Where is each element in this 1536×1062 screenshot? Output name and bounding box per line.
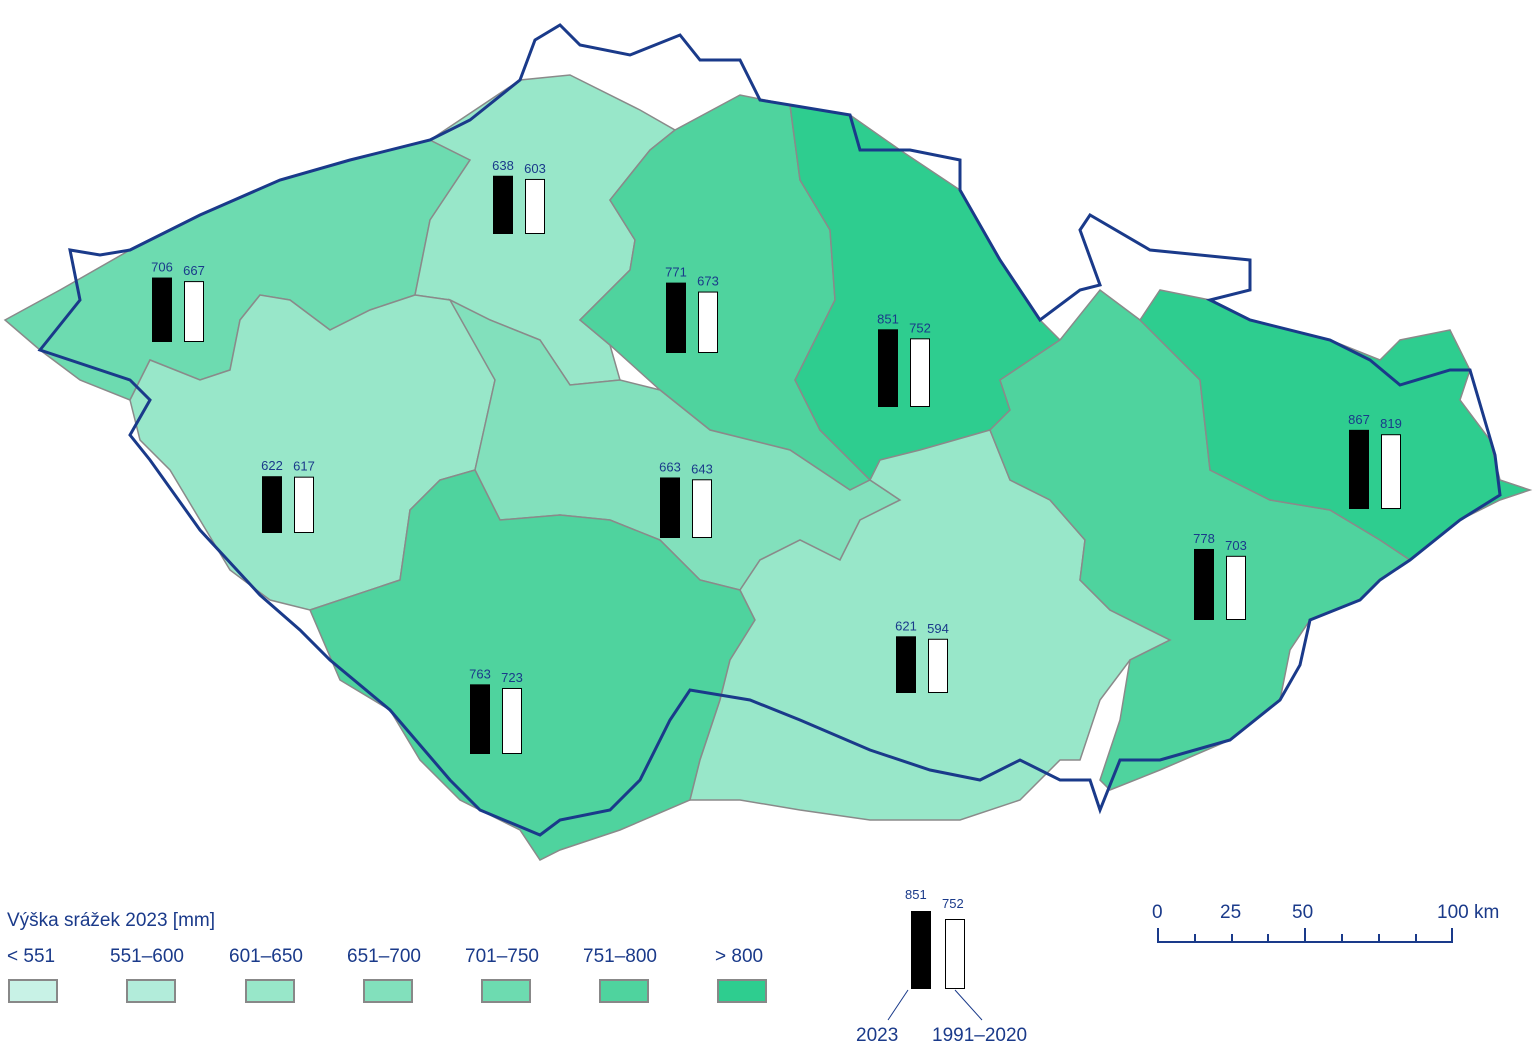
bar-1991-2020: [502, 687, 522, 755]
bar-2023: [660, 477, 680, 538]
bar-legend-label-2023: 2023: [856, 1025, 899, 1046]
region-area: [989, 288, 1412, 791]
region-bar-chart: 778 703: [1193, 531, 1247, 620]
legend-swatch: [245, 979, 295, 1003]
bar-legend-white-bar: [945, 919, 965, 989]
value-1991-2020-label: 603: [524, 161, 546, 176]
bar-2023: [896, 636, 916, 693]
bar-2023: [493, 175, 513, 234]
scale-tick-100: 100 km: [1437, 902, 1500, 923]
bar-1991-2020: [184, 281, 204, 343]
value-2023-label: 663: [659, 459, 681, 474]
bar-legend-label-normal: 1991–2020: [932, 1025, 1028, 1046]
bar-2023: [1349, 429, 1369, 509]
bar-1991-2020: [928, 638, 948, 694]
state-border: [37, 23, 1502, 837]
region-bar-chart: 622 617: [261, 458, 315, 534]
region-bar-chart: 663 643: [659, 459, 713, 538]
bar-1991-2020: [1226, 555, 1246, 620]
value-2023-label: 621: [895, 618, 917, 633]
bar-2023: [152, 277, 172, 342]
bar-legend-value-2023: 851: [905, 887, 927, 902]
legend-class-label: 651–700: [347, 946, 421, 967]
legend-class-label: 751–800: [583, 946, 657, 967]
value-1991-2020-label: 703: [1225, 538, 1247, 553]
value-1991-2020-label: 673: [697, 274, 719, 289]
value-1991-2020-label: 723: [501, 670, 523, 685]
bar-1991-2020: [294, 476, 314, 534]
value-2023-label: 771: [665, 265, 687, 280]
legend-swatch: [363, 979, 413, 1003]
region-bar-chart: 638 603: [492, 158, 546, 235]
region-bar-chart: 867 819: [1348, 412, 1402, 510]
value-1991-2020-label: 819: [1380, 416, 1402, 431]
legend-class-label: > 800: [715, 946, 764, 967]
value-1991-2020-label: 594: [927, 621, 949, 636]
value-2023-label: 851: [877, 311, 899, 326]
bar-2023: [470, 684, 490, 754]
bar-2023: [262, 476, 282, 533]
region-bar-chart: 771 673: [665, 265, 719, 354]
value-2023-label: 638: [492, 158, 514, 173]
legend-class-label: 551–600: [110, 946, 184, 967]
legend-swatch: [481, 979, 531, 1003]
bar-2023: [1194, 548, 1214, 620]
region-bar-chart: 851 752: [877, 311, 931, 408]
legend-class-label: 601–650: [229, 946, 303, 967]
legend-swatch: [717, 979, 767, 1003]
value-1991-2020-label: 643: [691, 461, 713, 476]
bar-legend-black-bar: [911, 911, 931, 989]
legend-swatch: [8, 979, 58, 1003]
bar-1991-2020: [698, 291, 718, 354]
value-2023-label: 622: [261, 458, 283, 473]
value-1991-2020-label: 617: [293, 459, 315, 474]
legend-swatch: [126, 979, 176, 1003]
value-2023-label: 867: [1348, 412, 1370, 427]
region-bar-chart: 621 594: [895, 618, 949, 694]
value-2023-label: 763: [469, 666, 491, 681]
bar-legend-value-normal: 752: [942, 896, 964, 911]
scale-tick-50: 50: [1292, 902, 1314, 923]
value-1991-2020-label: 667: [183, 263, 205, 278]
legend-class-label: < 551: [7, 946, 56, 967]
region-bar-chart: 706 667: [151, 260, 205, 343]
bar-2023: [878, 329, 898, 407]
scale-tick-0: 0: [1152, 902, 1163, 923]
legend-class-label: 701–750: [465, 946, 539, 967]
region-bar-chart: 763 723: [469, 666, 523, 755]
legend-title: Výška srážek 2023 [mm]: [7, 910, 216, 931]
bar-1991-2020: [525, 178, 545, 235]
scale-tick-25: 25: [1220, 902, 1242, 923]
value-2023-label: 706: [151, 260, 173, 275]
value-1991-2020-label: 752: [909, 320, 931, 335]
bar-1991-2020: [1381, 434, 1401, 510]
value-2023-label: 778: [1193, 531, 1215, 546]
legend-swatch: [599, 979, 649, 1003]
bar-1991-2020: [692, 479, 712, 538]
bar-1991-2020: [910, 338, 930, 408]
bar-2023: [666, 282, 686, 353]
